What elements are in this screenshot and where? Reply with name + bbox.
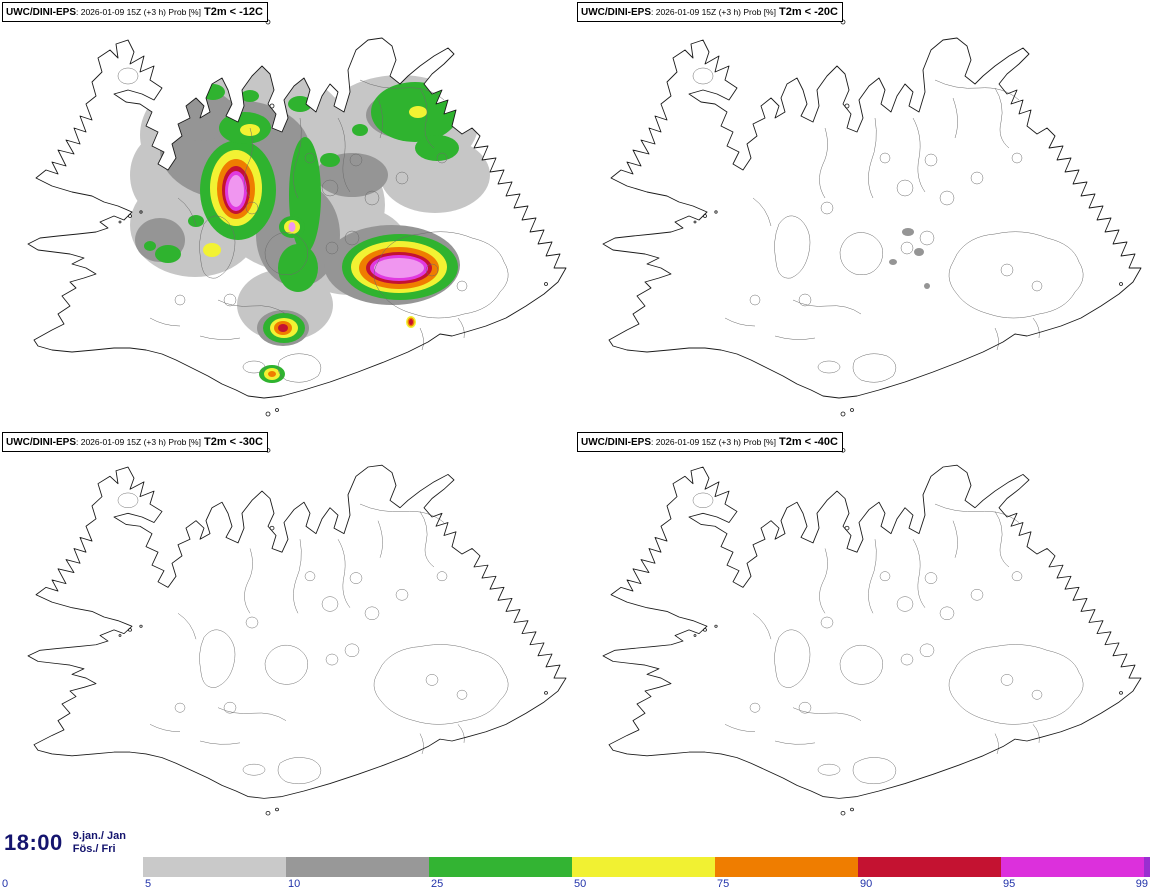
colorbar-segment xyxy=(715,857,858,877)
probability-region-g2 xyxy=(924,283,930,289)
run-info: : 2026-01-09 15Z (+3 h) Prob [%] xyxy=(651,7,776,17)
probability-region-yl xyxy=(240,124,260,136)
valid-date-line1: 9.jan./ Jan xyxy=(72,830,126,842)
map-grid: UWC/DINI-EPS: 2026-01-09 15Z (+3 h) Prob… xyxy=(0,0,1150,828)
probability-region-gn xyxy=(241,90,259,102)
map-panel-t2m-minus20: UWC/DINI-EPS: 2026-01-09 15Z (+3 h) Prob… xyxy=(575,0,1150,430)
colorbar-tick-label: 25 xyxy=(431,878,444,890)
colorbar-segment xyxy=(1001,857,1144,877)
run-info: : 2026-01-09 15Z (+3 h) Prob [%] xyxy=(76,7,201,17)
probability-region-or xyxy=(268,371,276,377)
parameter-label: T2m < -12C xyxy=(203,6,263,18)
run-info: : 2026-01-09 15Z (+3 h) Prob [%] xyxy=(651,437,776,447)
colorbar-tick-label: 0 xyxy=(2,878,9,890)
colorbar-ticks: 0 5 10 25 50 75 90 95 99 xyxy=(0,878,1150,891)
colorbar-segment xyxy=(143,857,286,877)
valid-time: 18:00 xyxy=(4,830,63,856)
parameter-label: T2m < -30C xyxy=(203,436,263,448)
footer: 18:00 9.jan./ Jan Fös./ Fri 0 5 10 25 50 75 90… xyxy=(0,828,1150,891)
probability-region-g2 xyxy=(902,228,914,236)
colorbar-segment xyxy=(429,857,572,877)
probability-region-gn xyxy=(320,153,340,167)
probability-region-g2 xyxy=(889,259,897,265)
panel-header-label: UWC/DINI-EPS: 2026-01-09 15Z (+3 h) Prob… xyxy=(577,2,843,22)
colorbar-tick-label: 90 xyxy=(860,878,873,890)
iceland-coastline xyxy=(603,449,1141,816)
model-name: UWC/DINI-EPS xyxy=(581,437,651,448)
probability-region-pk xyxy=(288,222,296,232)
colorbar-tick-label: 50 xyxy=(574,878,587,890)
probability-region-gn xyxy=(352,124,368,136)
probability-overlay xyxy=(130,63,490,383)
probability-region-rd xyxy=(409,319,413,325)
iceland-coastline xyxy=(603,20,1141,416)
probability-region-gn xyxy=(188,215,204,227)
panel-header-label: UWC/DINI-EPS: 2026-01-09 15Z (+3 h) Prob… xyxy=(2,2,268,22)
parameter-label: T2m < -40C xyxy=(778,436,838,448)
map-panel-t2m-minus12: UWC/DINI-EPS: 2026-01-09 15Z (+3 h) Prob… xyxy=(0,0,575,430)
model-name: UWC/DINI-EPS xyxy=(6,7,76,18)
probability-region-rd xyxy=(278,324,288,332)
iceland-map xyxy=(575,430,1150,828)
iceland-coastline xyxy=(28,449,566,816)
colorbar-segment xyxy=(858,857,1001,877)
colorbar-tick-label: 99 xyxy=(1135,878,1148,890)
colorbar-tick-label: 95 xyxy=(1003,878,1016,890)
probability-region-gn xyxy=(155,245,181,263)
colorbar xyxy=(0,857,1150,877)
probability-region-gn xyxy=(415,135,459,161)
probability-region-pk xyxy=(228,175,244,207)
probability-region-gn xyxy=(278,244,318,292)
probability-region-pk xyxy=(374,258,424,278)
panel-header-label: UWC/DINI-EPS: 2026-01-09 15Z (+3 h) Prob… xyxy=(2,432,268,452)
model-name: UWC/DINI-EPS xyxy=(581,7,651,18)
probability-region-g2 xyxy=(914,248,924,256)
colorbar-segment xyxy=(572,857,715,877)
colorbar-tick-label: 75 xyxy=(717,878,730,890)
model-name: UWC/DINI-EPS xyxy=(6,437,76,448)
colorbar-segment xyxy=(1144,857,1150,877)
probability-region-yl xyxy=(203,243,221,257)
probability-region-gn xyxy=(201,84,225,100)
probability-region-yl xyxy=(409,106,427,118)
colorbar-tick-label: 5 xyxy=(145,878,152,890)
probability-region-gn xyxy=(288,96,312,112)
panel-header-label: UWC/DINI-EPS: 2026-01-09 15Z (+3 h) Prob… xyxy=(577,432,843,452)
iceland-map xyxy=(0,0,575,430)
iceland-map xyxy=(0,430,575,828)
parameter-label: T2m < -20C xyxy=(778,6,838,18)
probability-overlay xyxy=(889,228,930,289)
probability-region-g1 xyxy=(380,137,490,213)
colorbar-tick-label: 10 xyxy=(288,878,301,890)
map-panel-t2m-minus40: UWC/DINI-EPS: 2026-01-09 15Z (+3 h) Prob… xyxy=(575,430,1150,828)
valid-time-box: 18:00 9.jan./ Jan Fös./ Fri xyxy=(4,830,126,856)
probability-region-gn xyxy=(144,241,156,251)
valid-date: 9.jan./ Jan Fös./ Fri xyxy=(73,830,126,856)
map-panel-t2m-minus30: UWC/DINI-EPS: 2026-01-09 15Z (+3 h) Prob… xyxy=(0,430,575,828)
run-info: : 2026-01-09 15Z (+3 h) Prob [%] xyxy=(76,437,201,447)
colorbar-segment xyxy=(0,857,143,877)
valid-date-line2: Fös./ Fri xyxy=(72,843,116,856)
iceland-map xyxy=(575,0,1150,430)
colorbar-segment xyxy=(286,857,429,877)
